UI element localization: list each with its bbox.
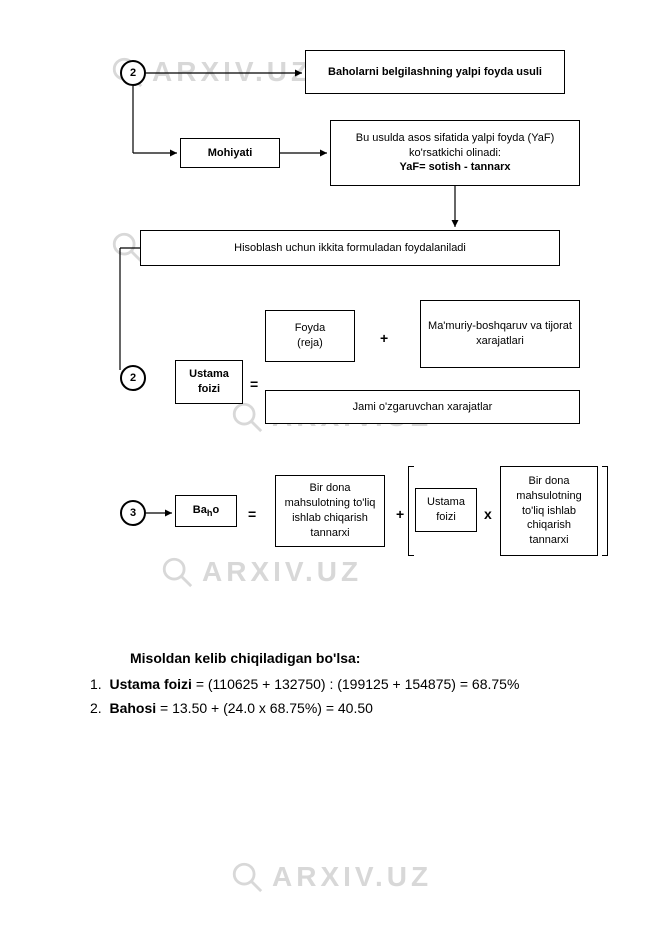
box-hisob: Hisoblash uchun ikkita formuladan foydal… xyxy=(140,230,560,266)
box-foyda: Foyda (reja) xyxy=(265,310,355,362)
equals-sign: = xyxy=(250,376,258,392)
box-birdona-1: Bir dona mahsulotning to'liq ishlab chiq… xyxy=(275,475,385,547)
box-ustama-foizi-2: Ustama foizi xyxy=(415,488,477,532)
step-circle-3: 3 xyxy=(120,500,146,526)
plus-sign: + xyxy=(380,330,388,346)
box-mamur: Ma'muriy-boshqaruv va tijorat xarajatlar… xyxy=(420,300,580,368)
box-mohiyat: Mohiyati xyxy=(180,138,280,168)
watermark: ARXIV.UZ xyxy=(230,860,432,894)
example-heading: Misoldan kelib chiqiladigan bo'lsa: xyxy=(100,650,601,666)
box-essence: Bu usulda asos sifatida yalpi foyda (YaF… xyxy=(330,120,580,186)
flow-diagram: 2 2 3 Baholarni belgilashning yalpi foyd… xyxy=(40,30,621,650)
box-bano: Baho xyxy=(175,495,237,527)
times-sign: x xyxy=(484,506,492,522)
equals-sign: = xyxy=(248,506,256,522)
text-block: Misoldan kelib chiqiladigan bo'lsa: 1. U… xyxy=(40,650,621,716)
bracket-right xyxy=(602,466,608,556)
plus-sign: + xyxy=(396,506,404,522)
example-item-2: 2. Bahosi = 13.50 + (24.0 x 68.75%) = 40… xyxy=(90,700,601,716)
bracket-left xyxy=(408,466,414,556)
box-birdona-2: Bir dona mahsulotning to'liq ishlab chiq… xyxy=(500,466,598,556)
box-ustama-foizi-1: Ustama foizi xyxy=(175,360,243,404)
box-title: Baholarni belgilashning yalpi foyda usul… xyxy=(305,50,565,94)
box-jami: Jami o'zgaruvchan xarajatlar xyxy=(265,390,580,424)
step-circle-2b: 2 xyxy=(120,365,146,391)
example-item-1: 1. Ustama foizi = (110625 + 132750) : (1… xyxy=(90,676,601,692)
step-circle-2: 2 xyxy=(120,60,146,86)
